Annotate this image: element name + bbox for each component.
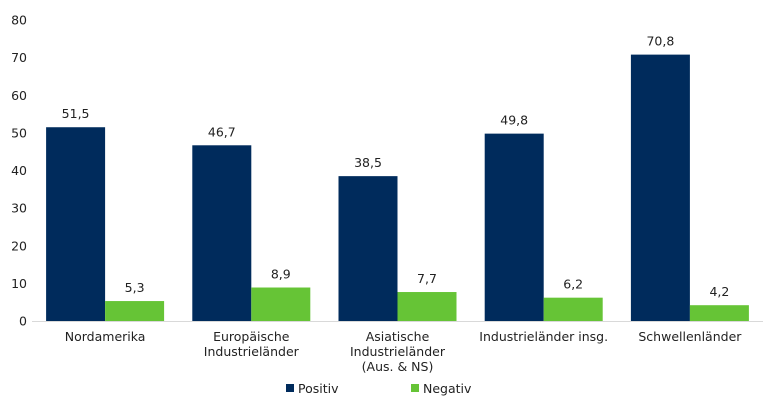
bar-positiv [46,127,106,321]
legend-swatch-positiv [286,384,294,392]
bar-positiv [338,176,398,321]
bar-negativ [105,301,165,321]
data-label: 7,7 [417,271,437,286]
bar-negativ [251,287,311,321]
x-category-label: Nordamerika [65,329,146,344]
y-tick-label: 50 [11,125,27,140]
x-category-label: Industrieländer [204,344,300,359]
legend-label: Positiv [298,381,339,396]
data-label: 38,5 [354,155,382,170]
y-tick-label: 30 [11,201,27,216]
y-tick-label: 40 [11,163,27,178]
x-category-label: (Aus. & NS) [362,359,434,374]
data-label: 51,5 [62,106,90,121]
x-category-label: Industrieländer insg. [479,329,608,344]
bar-positiv [192,145,252,321]
bar-negativ [543,297,603,321]
data-label: 5,3 [125,280,145,295]
y-tick-label: 80 [11,13,27,28]
y-tick-label: 0 [19,314,27,329]
y-tick-label: 20 [11,238,27,253]
y-tick-label: 60 [11,88,27,103]
data-label: 4,2 [709,284,729,299]
legend-label: Negativ [423,381,472,396]
data-label: 6,2 [563,277,583,292]
data-label: 49,8 [500,113,528,128]
data-label: 46,7 [208,124,236,139]
data-label: 8,9 [271,267,291,282]
y-tick-label: 10 [11,276,27,291]
x-category-label: Asiatische [366,329,430,344]
bar-negativ [397,292,457,321]
bar-negativ [689,305,749,321]
legend-swatch-negativ [411,384,419,392]
bar-positiv [484,133,544,321]
x-category-label: Europäische [213,329,290,344]
data-label: 70,8 [646,34,674,49]
x-category-label: Schwellenländer [638,329,742,344]
y-tick-label: 70 [11,50,27,65]
bar-positiv [630,54,690,322]
x-category-label: Industrieländer [350,344,446,359]
